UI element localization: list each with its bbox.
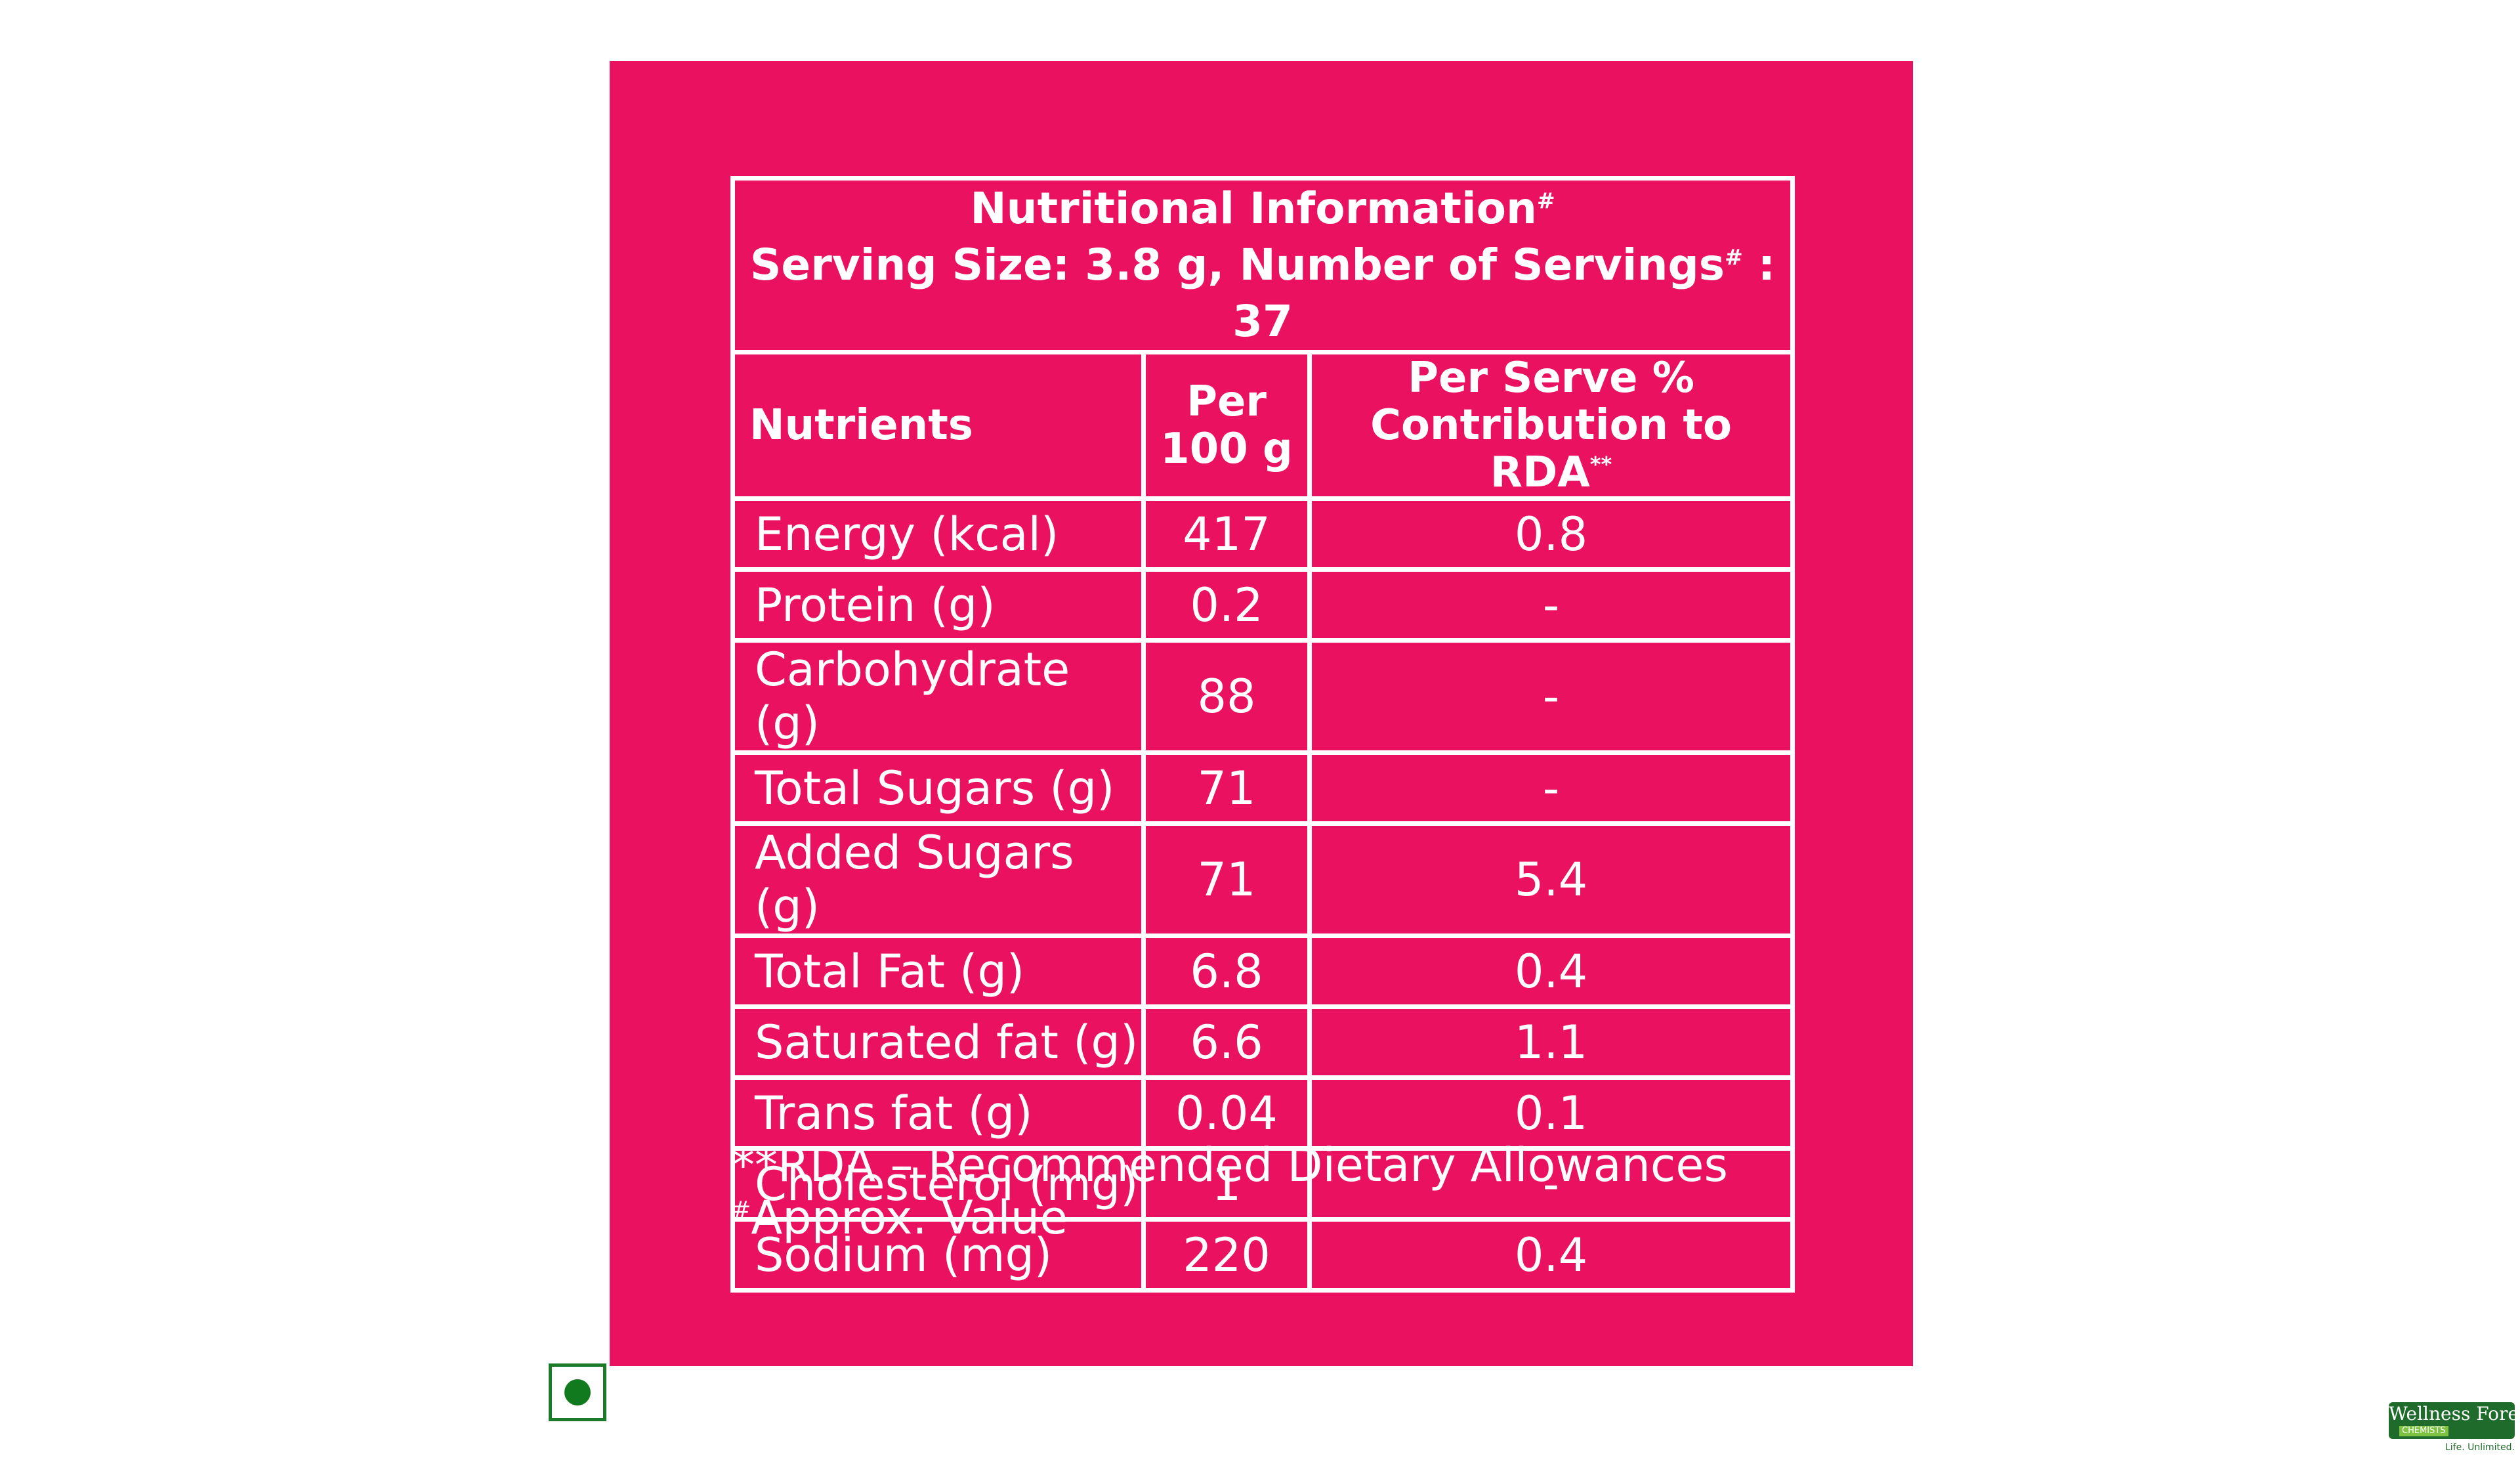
serving-size-text: Serving Size: 3.8 g, Number of Servings bbox=[749, 240, 1725, 290]
rda-footnote: **RDA – Recommended Dietary Allowances bbox=[732, 1138, 1728, 1192]
per-100g-value: 88 bbox=[1141, 638, 1312, 755]
veg-symbol-icon bbox=[549, 1363, 606, 1421]
table-title-text: Nutritional Information bbox=[970, 183, 1537, 234]
title-mark: # bbox=[1536, 188, 1555, 213]
per-100g-value: 0.2 bbox=[1141, 567, 1312, 643]
rda-value: 0.1 bbox=[1307, 1075, 1795, 1151]
nutrient-name: Cholesterol (mg) bbox=[730, 1146, 1146, 1222]
header-per-100g-line2: 100 g bbox=[1160, 425, 1293, 473]
wellness-forever-logo: Wellness Forever CHEMISTS Life. Unlimite… bbox=[2389, 1402, 2520, 1455]
nutrient-name: Total Sugars (g) bbox=[730, 750, 1146, 826]
per-100g-value: 0.04 bbox=[1141, 1075, 1312, 1151]
footnotes: **RDA – Recommended Dietary Allowances #… bbox=[732, 1139, 1728, 1244]
table-row: Sodium (mg) 220 0.4 bbox=[730, 1217, 1795, 1293]
nutrient-name: Total Fat (g) bbox=[730, 933, 1146, 1009]
header-rda-line2: Contribution to RDA bbox=[1370, 401, 1732, 497]
logo-sub: CHEMISTS bbox=[2399, 1426, 2448, 1436]
nutrient-name: Protein (g) bbox=[730, 567, 1146, 643]
table-row: Trans fat (g) 0.04 0.1 bbox=[730, 1075, 1795, 1151]
logo-name: Wellness Forever bbox=[2389, 1403, 2520, 1425]
header-rda: Per Serve % Contribution to RDA** bbox=[1307, 350, 1795, 501]
nutrient-name: Sodium (mg) bbox=[730, 1217, 1146, 1293]
nutrition-table: Nutritional Information# Serving Size: 3… bbox=[730, 176, 1795, 1293]
table-row: Carbohydrate (g) 88 - bbox=[730, 638, 1795, 755]
logo-badge: Wellness Forever CHEMISTS bbox=[2389, 1402, 2520, 1439]
nutrient-name: Saturated fat (g) bbox=[730, 1004, 1146, 1080]
rda-value: 1.1 bbox=[1307, 1004, 1795, 1080]
header-rda-line1: Per Serve % bbox=[1408, 354, 1694, 402]
rda-mark: ** bbox=[1589, 452, 1612, 477]
servings-count: : 37 bbox=[1232, 240, 1776, 347]
rda-value: - bbox=[1307, 1146, 1795, 1222]
table-row: Added Sugars (g) 71 5.4 bbox=[730, 821, 1795, 938]
approx-footnote: Approx. Value bbox=[751, 1191, 1068, 1245]
nutrient-name: Carbohydrate (g) bbox=[730, 638, 1146, 755]
rda-value: 5.4 bbox=[1307, 821, 1795, 938]
table-title: Nutritional Information# Serving Size: 3… bbox=[730, 176, 1795, 354]
per-100g-value: 220 bbox=[1141, 1217, 1312, 1293]
table-row: Total Sugars (g) 71 - bbox=[730, 750, 1795, 826]
per-100g-value: 71 bbox=[1141, 821, 1312, 938]
header-nutrients: Nutrients bbox=[730, 350, 1146, 501]
per-100g-value: 1 bbox=[1141, 1146, 1312, 1222]
rda-value: - bbox=[1307, 638, 1795, 755]
table-row: Total Fat (g) 6.8 0.4 bbox=[730, 933, 1795, 1009]
nutrient-name: Energy (kcal) bbox=[730, 496, 1146, 572]
rda-value: 0.8 bbox=[1307, 496, 1795, 572]
per-100g-value: 6.6 bbox=[1141, 1004, 1312, 1080]
rda-value: - bbox=[1307, 750, 1795, 826]
rda-value: 0.4 bbox=[1307, 933, 1795, 1009]
rda-value: - bbox=[1307, 567, 1795, 643]
table-row: Protein (g) 0.2 - bbox=[730, 567, 1795, 643]
veg-dot bbox=[564, 1379, 591, 1405]
logo-tagline: Life. Unlimited. bbox=[2445, 1442, 2515, 1453]
table-row: Cholesterol (mg) 1 - bbox=[730, 1146, 1795, 1222]
table-row: Saturated fat (g) 6.6 1.1 bbox=[730, 1004, 1795, 1080]
approx-mark: # bbox=[732, 1197, 751, 1224]
per-100g-value: 417 bbox=[1141, 496, 1312, 572]
rda-value: 0.4 bbox=[1307, 1217, 1795, 1293]
header-per-100g: Per 100 g bbox=[1141, 350, 1312, 501]
header-per-100g-line1: Per bbox=[1186, 377, 1267, 426]
per-100g-value: 6.8 bbox=[1141, 933, 1312, 1009]
nutrient-name: Trans fat (g) bbox=[730, 1075, 1146, 1151]
table-row: Energy (kcal) 417 0.8 bbox=[730, 496, 1795, 572]
serving-mark: # bbox=[1725, 244, 1743, 270]
per-100g-value: 71 bbox=[1141, 750, 1312, 826]
nutrient-name: Added Sugars (g) bbox=[730, 821, 1146, 938]
